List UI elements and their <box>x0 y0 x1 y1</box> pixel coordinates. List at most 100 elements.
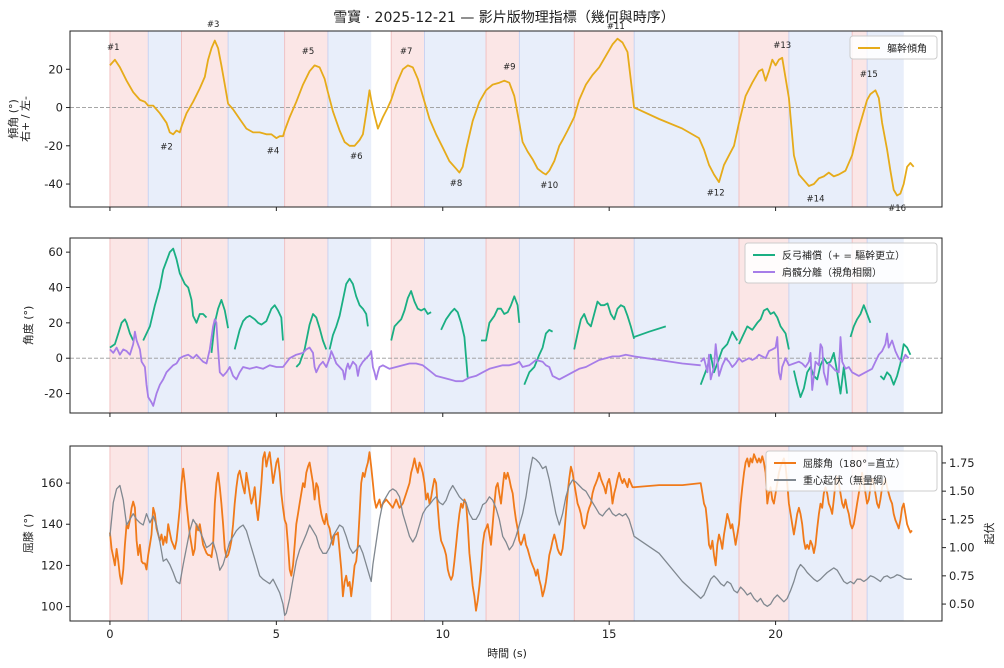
series-0-line-9 <box>523 329 554 386</box>
series-1-line-1 <box>700 332 910 391</box>
phase-band-2 <box>181 238 229 413</box>
series-0-line-0 <box>109 37 915 197</box>
peak-label-9: #10 <box>540 181 558 191</box>
phase-band-3 <box>228 238 285 413</box>
phase-band-0 <box>109 446 149 621</box>
series-0-line-7 <box>440 307 469 378</box>
series-0-line-11 <box>633 325 667 338</box>
legend-label-0: 反弓補償（+ = 驅幹更立） <box>782 249 905 262</box>
y-tick-label-2: 0 <box>56 101 63 115</box>
phase-band-3 <box>228 446 285 621</box>
y-tick-label-1: 0 <box>56 351 63 365</box>
series-0-line-14 <box>793 352 848 398</box>
phase-band-5 <box>327 238 372 413</box>
x-axis-label: 時間 (s) <box>487 647 527 660</box>
series-0-line-12 <box>699 330 739 386</box>
legend: 反弓補償（+ = 驅幹更立） 肩髖分離（視角相關） <box>744 242 938 284</box>
legend-box <box>765 450 938 492</box>
legend-box <box>744 242 938 284</box>
peak-label-15: #16 <box>888 204 906 214</box>
series-group <box>109 451 913 617</box>
peak-label-4: #5 <box>302 47 315 57</box>
phase-band-0 <box>109 238 149 413</box>
plot-frame <box>69 445 943 622</box>
x-tick-label-3: 15 <box>602 627 617 641</box>
phase-band-2 <box>181 31 229 207</box>
series-1-line-0 <box>109 318 701 407</box>
phase-band-14 <box>852 31 868 207</box>
y-tick-label-3: 20 <box>48 62 63 76</box>
series-0-line-0 <box>109 318 135 349</box>
phase-band-7 <box>424 238 487 413</box>
knee-panel: 0 5 10 15 20 100 120 140 160 0.50 0.75 1.00 1.25 1.50… <box>22 445 996 641</box>
phase-band-11 <box>634 238 739 413</box>
phase-band-11 <box>634 31 739 207</box>
y2-tick-label-0: 0.50 <box>949 597 975 611</box>
figure-title: 雪寶 · 2025-12-21 — 影片版物理指標（幾何與時序） <box>333 10 675 26</box>
peak-label-7: #8 <box>450 179 463 189</box>
series-0-line-3 <box>233 304 284 350</box>
y-tick-label-0: 100 <box>41 600 63 614</box>
peak-label-12: #13 <box>773 41 791 51</box>
series-group <box>109 37 915 197</box>
phase-band-9 <box>519 238 575 413</box>
peak-label-3: #4 <box>267 146 280 156</box>
legend-label-0: 軀幹傾角 <box>887 42 927 55</box>
peak-label-10: #11 <box>607 22 625 32</box>
y-axis-label-0: 角度 (°) <box>21 306 35 346</box>
phase-band-7 <box>424 446 487 621</box>
peak-label-5: #6 <box>350 152 363 162</box>
y-tick-label-0: -40 <box>44 177 63 191</box>
y2-tick-label-2: 1.00 <box>949 541 975 555</box>
y-tick-label-0: -20 <box>44 387 63 401</box>
phase-band-2 <box>181 446 229 621</box>
series-0-line-5 <box>328 277 369 350</box>
phase-band-4 <box>284 238 328 413</box>
y-tick-label-4: 60 <box>48 245 63 259</box>
y-tick-label-3: 160 <box>41 476 63 490</box>
series-0-line-8 <box>481 295 521 342</box>
legend-label-1: 肩髖分離（視角相關） <box>782 266 882 279</box>
y-tick-label-1: 120 <box>41 558 63 572</box>
y-axis-label-0: 傾角 (°) <box>6 99 20 139</box>
phase-band-4 <box>284 31 328 207</box>
x-tick-label-1: 5 <box>273 627 280 641</box>
phase-band-12 <box>738 31 789 207</box>
phase-band-6 <box>391 238 425 413</box>
phase-band-15 <box>867 31 904 207</box>
y2-tick-label-3: 1.25 <box>949 512 975 526</box>
x-tick-label-4: 20 <box>768 627 783 641</box>
y-tick-label-1: -20 <box>44 139 63 153</box>
phase-band-11 <box>634 446 739 621</box>
angle-panel: -20 0 20 40 60 角度 (°) 反弓補償（+ = 驅幹更立） 肩髖分離（視角相關） <box>21 237 943 417</box>
legend-box <box>849 35 938 60</box>
legend: 屈膝角（180°=直立） 重心起伏（無量綱） <box>765 450 938 492</box>
series-0-line-2 <box>210 299 229 353</box>
plot-frame <box>69 237 943 414</box>
phase-band-13 <box>788 31 853 207</box>
series-0-line-15 <box>849 304 872 338</box>
phase-bands <box>109 238 904 413</box>
x-tick-label-0: 0 <box>106 627 113 641</box>
y2-tick-label-1: 0.75 <box>949 569 975 583</box>
phase-band-0 <box>109 31 149 207</box>
y2-tick-label-4: 1.50 <box>949 484 975 498</box>
y-tick-label-2: 20 <box>48 316 63 330</box>
series-0-line-13 <box>738 307 790 350</box>
peak-label-0: #1 <box>107 43 120 53</box>
legend-label-1: 重心起伏（無量綱） <box>803 474 893 487</box>
phase-bands <box>109 31 904 207</box>
y-axis-label-0: 屈膝 (°) <box>22 514 35 554</box>
peak-label-6: #7 <box>400 47 413 57</box>
y-tick-label-3: 40 <box>48 280 63 294</box>
y2-axis-label: 起伏 <box>982 523 996 545</box>
x-tick-label-2: 10 <box>435 627 450 641</box>
peak-label-14: #15 <box>860 70 878 80</box>
y-axis-label-1: 右+ / 左- <box>18 96 32 142</box>
series-0-line-16 <box>879 343 912 386</box>
series-0-line-0 <box>109 451 913 612</box>
phase-band-6 <box>391 446 425 621</box>
peak-label-13: #14 <box>807 194 825 204</box>
phase-band-8 <box>486 31 520 207</box>
